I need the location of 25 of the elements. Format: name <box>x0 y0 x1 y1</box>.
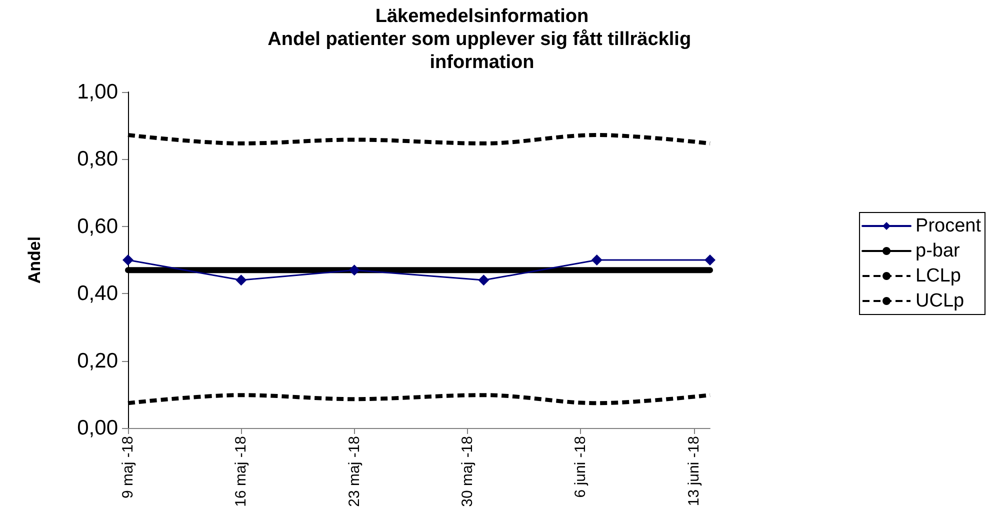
x-tick-label: 6 juni -18 <box>572 436 590 498</box>
legend-label: p-bar <box>916 240 961 262</box>
point <box>478 274 490 286</box>
point <box>236 274 247 286</box>
y-tick-label: 1,00 <box>77 80 118 104</box>
legend-label: Procent <box>916 216 982 236</box>
y-tick-label: 0,60 <box>77 214 118 238</box>
x-tick-label: 30 maj -18 <box>459 436 476 507</box>
y-tick-label: 0,00 <box>77 416 118 440</box>
y-tick-label: 0,40 <box>77 282 118 306</box>
y-axis-title: Andel <box>25 236 44 284</box>
point <box>591 254 602 266</box>
x-tick-label: 13 juni -18 <box>685 436 702 506</box>
legend-label: LCLp <box>916 266 961 286</box>
chart-title: Läkemedelsinformation <box>375 6 589 27</box>
x-tick-label: 9 maj -18 <box>120 436 136 499</box>
y-tick-label: 0,80 <box>77 148 118 171</box>
chart-subtitle: Andel patienter som upplever sig fått tillräcklig information <box>268 29 696 73</box>
y-tick-label: 0,20 <box>77 349 118 372</box>
legend-label: UCLp <box>916 290 964 312</box>
point <box>348 264 360 276</box>
point <box>122 254 134 266</box>
x-tick-label: 23 maj -18 <box>346 436 363 507</box>
x-tick-label: 16 maj -18 <box>232 436 250 507</box>
point <box>704 254 716 266</box>
